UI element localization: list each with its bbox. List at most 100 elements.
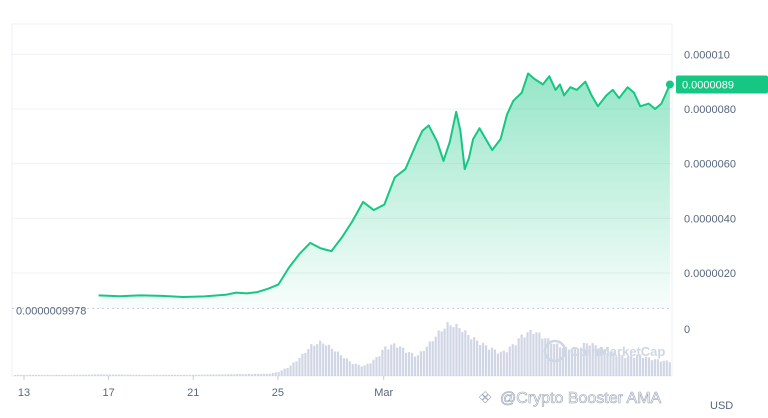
volume-bar bbox=[162, 374, 165, 376]
volume-bar bbox=[73, 374, 76, 376]
volume-bar bbox=[529, 329, 532, 376]
volume-bar bbox=[102, 374, 106, 376]
baseline-label: 0.0000009978 bbox=[16, 305, 86, 317]
y-tick-label: 0.0000060 bbox=[684, 159, 736, 171]
volume-bar bbox=[322, 343, 325, 376]
credit-text: @Crypto Booster AMA bbox=[500, 390, 662, 407]
volume-bar bbox=[126, 374, 129, 376]
volume-bar bbox=[544, 338, 547, 376]
volume-bar bbox=[88, 374, 91, 376]
volume-bar bbox=[49, 374, 52, 376]
volume-bar bbox=[280, 370, 283, 376]
volume-bar bbox=[307, 349, 310, 376]
volume-bar bbox=[354, 363, 357, 376]
volume-bar bbox=[114, 374, 117, 376]
volume-bar bbox=[34, 374, 37, 376]
volume-bar bbox=[413, 356, 417, 376]
volume-bar bbox=[476, 340, 479, 376]
volume-bar bbox=[295, 361, 298, 376]
volume-bar bbox=[292, 362, 295, 376]
volume-bar bbox=[342, 358, 345, 376]
volume-bar bbox=[298, 357, 301, 376]
volume-bar bbox=[333, 351, 337, 376]
volume-bar bbox=[37, 374, 40, 376]
volume-bar bbox=[647, 357, 651, 376]
volume-bar bbox=[656, 359, 659, 376]
volume-bar bbox=[153, 374, 156, 376]
volume-bar bbox=[467, 334, 470, 376]
volume-bar bbox=[277, 372, 280, 376]
volume-bar bbox=[120, 374, 123, 376]
volume-bar bbox=[19, 374, 23, 376]
volume-bar bbox=[67, 374, 70, 376]
volume-bar bbox=[99, 374, 103, 376]
watermark: CoinMarketCap bbox=[543, 339, 665, 363]
x-tick-label: 25 bbox=[272, 387, 284, 399]
volume-bar bbox=[431, 341, 434, 376]
volume-bar bbox=[508, 346, 511, 376]
volume-bar bbox=[236, 374, 239, 376]
volume-bar bbox=[313, 345, 316, 376]
volume-bar bbox=[206, 374, 209, 376]
volume-bar bbox=[659, 361, 662, 376]
volume-bar bbox=[564, 347, 568, 376]
volume-bar bbox=[111, 374, 114, 376]
volume-bar bbox=[615, 356, 618, 376]
volume-bar bbox=[233, 374, 236, 376]
volume-bar bbox=[452, 327, 455, 376]
volume-bar bbox=[422, 350, 425, 376]
volume-bar bbox=[194, 374, 197, 376]
volume-bar bbox=[265, 373, 268, 376]
volume-bar bbox=[348, 361, 351, 376]
volume-bar bbox=[79, 374, 82, 376]
x-tick-label: Mar bbox=[374, 387, 393, 399]
y-tick-label: 0.0000040 bbox=[684, 213, 736, 225]
volume-bar bbox=[473, 337, 476, 376]
current-price-tag: 0.0000089 bbox=[676, 75, 768, 94]
volume-bar bbox=[387, 349, 390, 376]
volume-bar bbox=[141, 375, 144, 376]
volume-bar bbox=[437, 330, 440, 376]
volume-bar bbox=[271, 372, 274, 376]
volume-bar bbox=[505, 352, 508, 376]
volume-bar bbox=[588, 345, 591, 376]
volume-bar bbox=[541, 338, 544, 376]
volume-bar bbox=[108, 374, 111, 376]
y-tick-label: 0.000010 bbox=[684, 49, 730, 61]
volume-bar bbox=[561, 348, 565, 376]
volume-bar bbox=[40, 374, 43, 376]
volume-bar bbox=[621, 355, 624, 376]
volume-bar bbox=[446, 322, 449, 376]
volume-bar bbox=[227, 374, 230, 376]
volume-bar bbox=[624, 358, 627, 376]
volume-bar bbox=[582, 342, 585, 376]
volume-bar bbox=[203, 374, 206, 376]
volume-axis-label: 0 bbox=[684, 324, 690, 336]
volume-bar bbox=[268, 373, 271, 376]
volume-bar bbox=[159, 374, 162, 376]
volume-bar bbox=[82, 374, 85, 376]
volume-bar bbox=[627, 356, 630, 376]
volume-bar bbox=[419, 351, 423, 376]
volume-bar bbox=[147, 374, 150, 376]
volume-bar bbox=[209, 374, 212, 376]
volume-bar bbox=[496, 353, 500, 376]
volume-bar bbox=[378, 356, 381, 376]
volume-bar bbox=[618, 354, 621, 376]
volume-bar bbox=[366, 363, 369, 376]
volume-bar bbox=[384, 346, 387, 376]
volume-bar bbox=[256, 373, 260, 376]
volume-bar bbox=[606, 353, 609, 376]
volume-bar bbox=[259, 374, 263, 376]
current-price-label: 0.0000089 bbox=[682, 79, 734, 91]
volume-bar bbox=[499, 351, 502, 376]
volume-bar bbox=[570, 349, 574, 376]
volume-bar bbox=[319, 340, 322, 376]
volume-bar bbox=[573, 348, 577, 376]
volume-bar bbox=[567, 349, 571, 376]
volume-bar bbox=[46, 374, 49, 376]
volume-bar bbox=[336, 351, 340, 376]
volume-bar bbox=[200, 374, 203, 376]
volume-bar bbox=[369, 363, 372, 376]
volume-bar bbox=[215, 374, 218, 376]
